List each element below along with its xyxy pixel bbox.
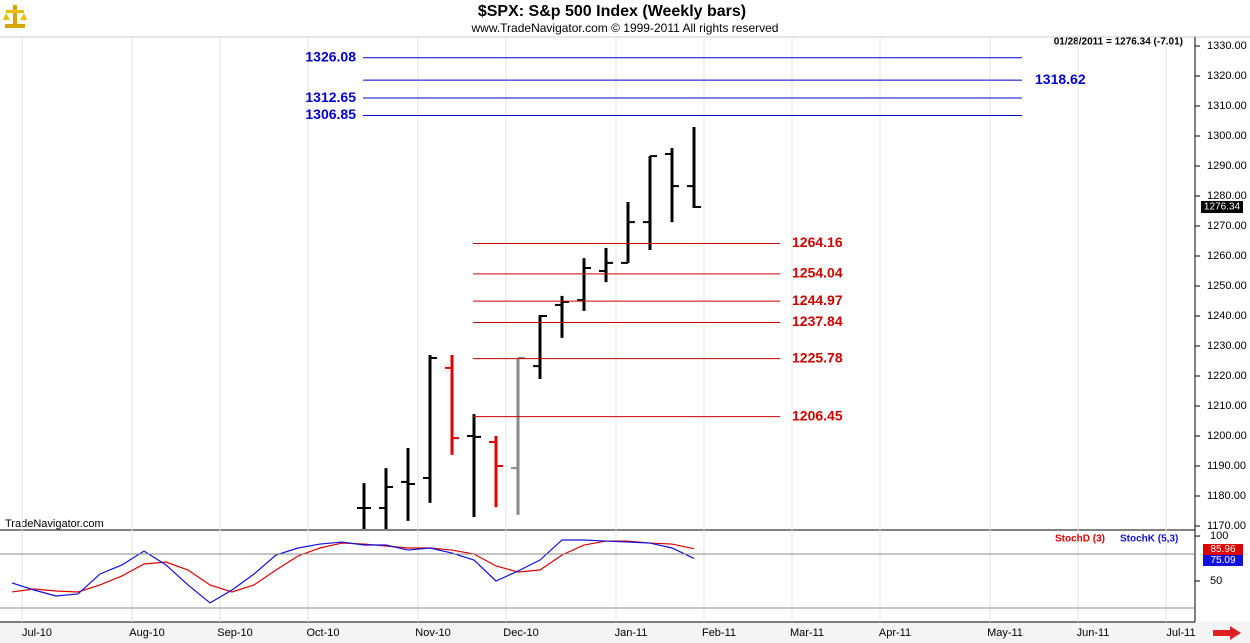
legend-entry: StochD (3) bbox=[1055, 534, 1105, 545]
level-label: 1244.97 bbox=[792, 292, 843, 308]
y-tick-label: 1240.00 bbox=[1207, 310, 1247, 322]
y-tick-label: 1310.00 bbox=[1207, 100, 1247, 112]
y-tick-label: 1200.00 bbox=[1207, 430, 1247, 442]
y-tick-label: 1210.00 bbox=[1207, 400, 1247, 412]
y-tick-label: 1170.00 bbox=[1207, 520, 1246, 532]
level-label: 1326.08 bbox=[305, 48, 356, 64]
value-box bbox=[1203, 555, 1243, 566]
y-tick-label: 50 bbox=[1210, 575, 1222, 587]
level-label: 1306.85 bbox=[305, 106, 356, 122]
marks bbox=[11, 127, 701, 604]
x-tick-label: Oct-10 bbox=[306, 627, 339, 639]
x-tick-label: May-11 bbox=[987, 627, 1023, 639]
x-tick-label: Jul-11 bbox=[1166, 627, 1195, 639]
y-tick-label: 1270.00 bbox=[1207, 220, 1247, 232]
x-tick-label: Feb-11 bbox=[702, 627, 736, 639]
x-tick-label: Jun-11 bbox=[1077, 627, 1110, 639]
grid bbox=[21, 38, 1167, 622]
y-tick-label: 1180.00 bbox=[1207, 490, 1246, 502]
stoch-line bbox=[11, 539, 695, 604]
level-label: 1225.78 bbox=[792, 349, 843, 365]
x-tick-label: Aug-10 bbox=[129, 627, 164, 639]
legend-entry: StochK (5,3) bbox=[1120, 534, 1178, 545]
x-tick-label: Nov-10 bbox=[415, 627, 450, 639]
watermark: TradeNavigator.com bbox=[5, 518, 104, 530]
y-tick-label: 1220.00 bbox=[1207, 370, 1247, 382]
x-axis-band bbox=[0, 622, 1250, 643]
y-tick-label: 1280.00 bbox=[1207, 190, 1247, 202]
y-tick-label: 1190.00 bbox=[1207, 460, 1246, 472]
value-box bbox=[1203, 544, 1243, 555]
level-label: 1206.45 bbox=[792, 407, 843, 423]
chart-title: $SPX: S&p 500 Index (Weekly bars) bbox=[478, 3, 746, 20]
y-tick-label: 1330.00 bbox=[1207, 40, 1247, 52]
level-label: 1318.62 bbox=[1035, 71, 1086, 87]
last-price-box bbox=[1201, 200, 1243, 213]
x-tick-label: Mar-11 bbox=[790, 627, 824, 639]
y-tick-label: 1230.00 bbox=[1207, 340, 1247, 352]
y-tick-label: 1260.00 bbox=[1207, 250, 1247, 262]
x-tick-label: Apr-11 bbox=[879, 627, 911, 639]
level-label: 1312.65 bbox=[305, 89, 356, 105]
date-label: 01/28/2011 = 1276.34 (-7.01) bbox=[1054, 37, 1183, 48]
y-tick-label: 1300.00 bbox=[1207, 130, 1247, 142]
last-price-label: 1276.34 bbox=[1204, 202, 1241, 213]
level-label: 1237.84 bbox=[792, 313, 843, 329]
x-tick-label: Jul-10 bbox=[22, 627, 52, 639]
scroll-arrow[interactable] bbox=[1213, 626, 1241, 640]
x-tick-label: Jan-11 bbox=[615, 627, 648, 639]
y-tick-label: 1290.00 bbox=[1207, 160, 1247, 172]
level-label: 1254.04 bbox=[792, 265, 843, 281]
x-tick-label: Dec-10 bbox=[503, 627, 538, 639]
x-tick-label: Sep-10 bbox=[217, 627, 252, 639]
y-tick-label: 100 bbox=[1210, 530, 1228, 542]
value-box-label: 75.09 bbox=[1210, 555, 1235, 566]
value-box-label: 85.96 bbox=[1210, 544, 1235, 555]
y-tick-label: 1320.00 bbox=[1207, 70, 1247, 82]
subtitle: www.TradeNavigator.com © 1999-2011 All r… bbox=[471, 21, 779, 35]
y-tick-label: 1250.00 bbox=[1207, 280, 1247, 292]
level-label: 1264.16 bbox=[792, 234, 843, 250]
logo bbox=[3, 5, 27, 28]
